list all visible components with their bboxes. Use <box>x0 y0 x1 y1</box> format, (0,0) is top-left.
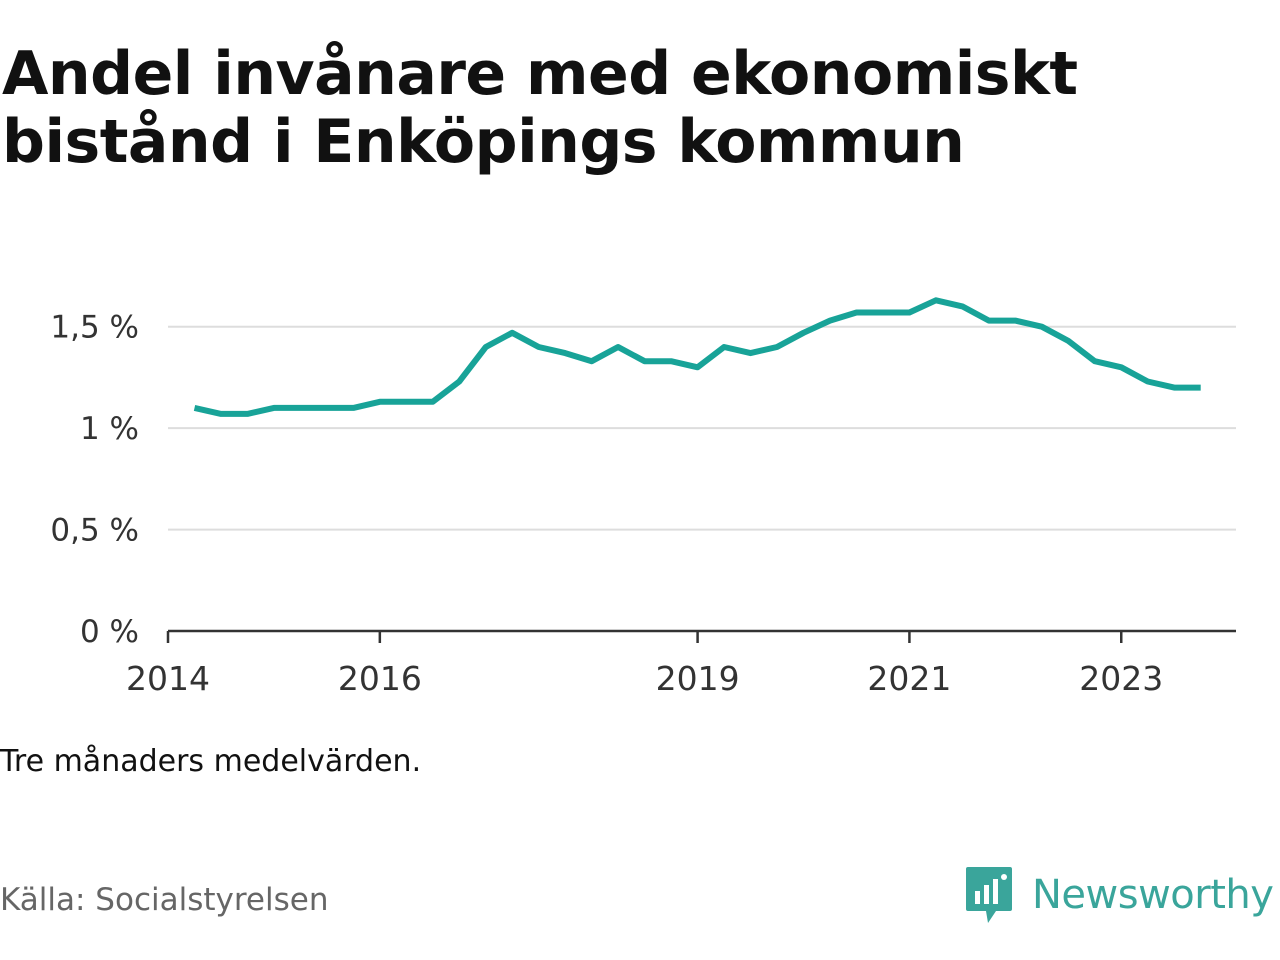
brand-logo: Newsworthy <box>964 864 1274 926</box>
x-axis: 2014 2016 2019 2021 2023 <box>126 629 1236 698</box>
x-tick-label: 2023 <box>1079 659 1163 698</box>
y-tick-label: 0 % <box>80 614 139 650</box>
chart-title: Andel invånare med ekonomiskt bistånd i … <box>2 39 1078 177</box>
grid-lines <box>168 325 1236 531</box>
y-tick-label: 0,5 % <box>50 513 139 549</box>
y-tick-label: 1,5 % <box>50 310 139 346</box>
x-tick-label: 2014 <box>126 659 210 698</box>
y-axis: 0 % 0,5 % 1 % 1,5 % <box>50 310 139 650</box>
line-chart: 0 % 0,5 % 1 % 1,5 % 2014 2016 2019 2021 2023 <box>50 297 1236 698</box>
chart-note: Tre månaders medelvärden. <box>0 744 422 779</box>
series-line-group <box>193 297 1201 417</box>
source-text: Källa: Socialstyrelsen <box>0 882 329 918</box>
x-tick-label: 2019 <box>656 659 740 698</box>
x-tick-label: 2016 <box>338 659 422 698</box>
y-tick-label: 1 % <box>80 411 139 447</box>
bar-chart-speech-bubble-icon <box>966 867 1012 923</box>
brand-name: Newsworthy <box>1032 872 1274 918</box>
series-line <box>193 297 1201 417</box>
x-tick-label: 2021 <box>867 659 951 698</box>
